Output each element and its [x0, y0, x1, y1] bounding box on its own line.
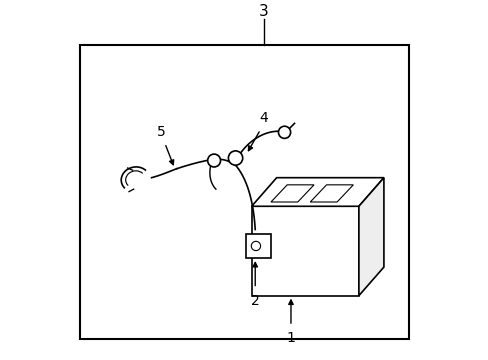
Polygon shape [310, 185, 353, 202]
Circle shape [278, 126, 290, 138]
Text: 2: 2 [250, 294, 259, 308]
Bar [80, 45, 408, 338]
Polygon shape [251, 178, 383, 206]
Polygon shape [358, 178, 383, 296]
Text: 5: 5 [157, 125, 165, 139]
Text: 3: 3 [259, 4, 268, 19]
Polygon shape [270, 185, 313, 202]
Text: 4: 4 [259, 111, 267, 125]
Text: 1: 1 [286, 332, 295, 345]
Polygon shape [246, 234, 271, 258]
Circle shape [251, 241, 260, 251]
Circle shape [228, 151, 242, 165]
Bar [251, 206, 358, 296]
Circle shape [207, 154, 220, 167]
